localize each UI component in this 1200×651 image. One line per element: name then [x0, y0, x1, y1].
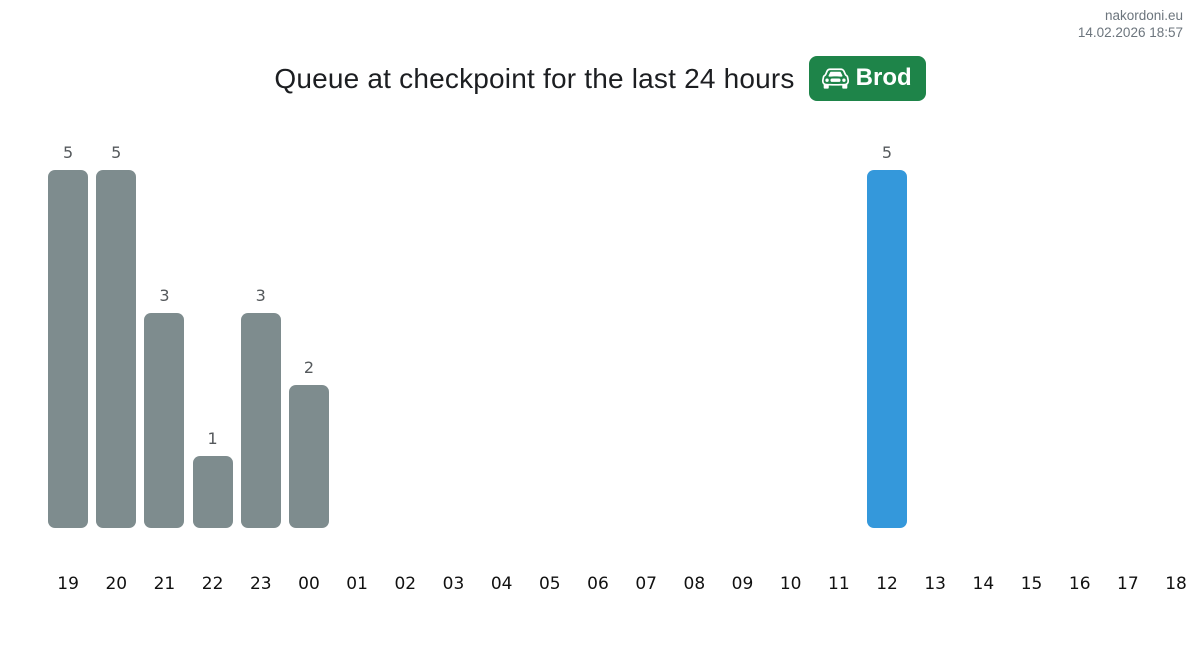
chart-column: 04	[478, 140, 526, 594]
site-info: nakordoni.eu 14.02.2026 18:57	[1078, 7, 1183, 41]
bar-area: 5	[863, 140, 911, 528]
bar-value-label: 1	[207, 429, 218, 448]
bar-value-label: 5	[111, 143, 122, 162]
checkpoint-badge-button[interactable]: Brod	[808, 56, 926, 101]
bar-value-label: 5	[881, 143, 893, 162]
x-axis-label: 15	[1020, 574, 1043, 594]
x-axis-label: 08	[683, 574, 706, 594]
x-axis-label: 20	[105, 574, 128, 594]
bar-area	[815, 140, 863, 528]
x-axis-label: 04	[490, 574, 513, 594]
x-axis-label: 19	[57, 574, 79, 594]
bar-area	[1007, 140, 1055, 528]
title-row: Queue at checkpoint for the last 24 hour…	[0, 56, 1200, 101]
bar-area: 5	[92, 140, 140, 528]
chart-column: 18	[1152, 140, 1200, 594]
checkpoint-badge-label: Brod	[855, 64, 912, 91]
x-axis-label: 07	[635, 574, 657, 594]
page-title: Queue at checkpoint for the last 24 hour…	[274, 62, 795, 94]
queue-bar-chart: 5 19 5 20 3 21 1 22 3 23 2 00 01 02 03 04 05 06 07 08 09 10 11…	[44, 140, 1200, 594]
x-axis-label: 01	[346, 574, 368, 594]
bar-area	[622, 140, 670, 528]
bar-area	[429, 140, 477, 528]
chart-column: 08	[670, 140, 718, 594]
x-axis-label: 02	[394, 574, 417, 594]
car-front-icon	[821, 65, 849, 92]
bar-value-label: 2	[303, 358, 315, 377]
chart-column: 3 21	[140, 140, 188, 594]
bar[interactable]	[96, 170, 137, 528]
chart-column: 5 20	[92, 140, 140, 594]
bar-area	[1152, 140, 1200, 528]
chart-column: 05	[526, 140, 574, 594]
x-axis-label: 22	[201, 574, 224, 594]
bar[interactable]	[144, 313, 185, 528]
bar-value-label: 3	[159, 286, 170, 305]
bar-area	[526, 140, 574, 528]
bar-area	[911, 140, 959, 528]
chart-column: 03	[429, 140, 477, 594]
chart-column: 5 19	[44, 140, 92, 594]
bar-area: 3	[140, 140, 188, 528]
bar-area	[333, 140, 381, 528]
chart-column: 2 00	[285, 140, 333, 594]
chart-column: 13	[911, 140, 959, 594]
x-axis-label: 09	[731, 574, 754, 594]
bar-area	[670, 140, 718, 528]
chart-column: 14	[959, 140, 1007, 594]
chart-column: 17	[1104, 140, 1152, 594]
chart-column: 06	[574, 140, 622, 594]
x-axis-label: 23	[249, 574, 272, 594]
x-axis-label: 05	[538, 574, 561, 594]
chart-column: 07	[622, 140, 670, 594]
chart-column: 5 12	[863, 140, 911, 594]
bar-area: 5	[44, 140, 92, 528]
bar-area	[959, 140, 1007, 528]
bar-area	[574, 140, 622, 528]
chart-column: 16	[1056, 140, 1104, 594]
site-domain: nakordoni.eu	[1104, 8, 1183, 23]
x-axis-label: 17	[1117, 574, 1139, 594]
chart-column: 3 23	[237, 140, 285, 594]
timestamp: 14.02.2026 18:57	[1077, 25, 1183, 40]
bar[interactable]	[48, 170, 89, 528]
bar-area	[381, 140, 429, 528]
bar-area: 1	[189, 140, 237, 528]
bar-area	[478, 140, 526, 528]
x-axis-label: 21	[153, 574, 176, 594]
bar-area	[718, 140, 766, 528]
bar-area: 3	[237, 140, 285, 528]
bar[interactable]	[288, 385, 329, 528]
chart-column: 02	[381, 140, 429, 594]
x-axis-label: 11	[828, 574, 850, 594]
bar[interactable]	[867, 170, 907, 528]
chart-column: 11	[815, 140, 863, 594]
chart-column: 01	[333, 140, 381, 594]
bar[interactable]	[240, 313, 281, 528]
bar-area: 2	[285, 140, 333, 528]
bar[interactable]	[192, 456, 233, 528]
x-axis-label: 00	[298, 574, 320, 594]
bar-value-label: 5	[62, 143, 74, 162]
x-axis-label: 06	[587, 574, 609, 594]
bar-value-label: 3	[255, 286, 266, 305]
bar-area	[1104, 140, 1152, 528]
x-axis-label: 12	[876, 574, 898, 594]
x-axis-label: 14	[972, 574, 995, 594]
x-axis-label: 03	[442, 574, 465, 594]
chart-column: 10	[767, 140, 815, 594]
chart-column: 15	[1007, 140, 1055, 594]
bar-area	[1056, 140, 1104, 528]
x-axis-label: 18	[1165, 574, 1187, 594]
x-axis-label: 10	[779, 574, 802, 594]
x-axis-label: 16	[1068, 574, 1091, 594]
x-axis-label: 13	[924, 574, 946, 594]
chart-column: 09	[718, 140, 766, 594]
chart-column: 1 22	[189, 140, 237, 594]
bar-area	[767, 140, 815, 528]
